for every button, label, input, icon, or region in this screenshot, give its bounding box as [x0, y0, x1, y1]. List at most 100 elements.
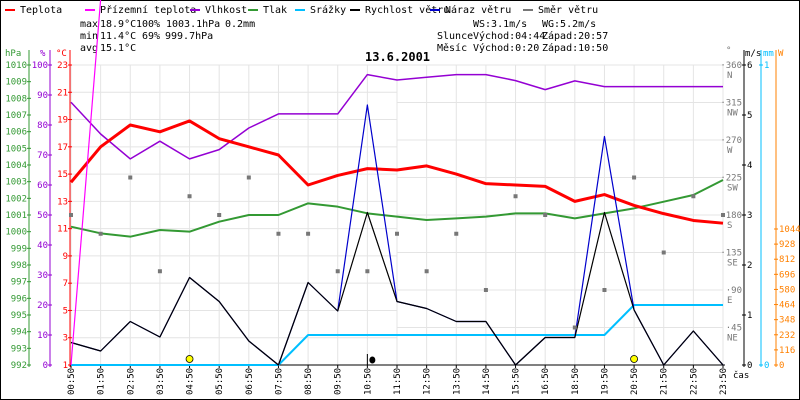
x-tick-label: 16:50 [541, 368, 551, 395]
x-tick-label: 23:50 [719, 368, 729, 395]
radiation-tick-label: 348 [779, 316, 795, 326]
compass-label: W [727, 146, 733, 156]
min-pressure: 999.7hPa [165, 31, 213, 42]
wind-direction-point [69, 213, 73, 217]
x-tick-label: 06:50 [245, 368, 255, 395]
sunset-icon [630, 355, 638, 363]
sunrise: Východ:04:44 [473, 30, 545, 42]
wind-speed-max: WS:3.1m/s [473, 19, 527, 30]
humidity-line [70, 73, 723, 160]
direction-axis-label: ° [726, 46, 731, 56]
wind-direction-point [306, 231, 311, 236]
moon-label: Měsíc [437, 42, 467, 54]
x-tick-label: 22:50 [689, 368, 699, 395]
wind-direction-point [454, 231, 459, 236]
wind-direction-point [128, 175, 133, 180]
x-tick-label: 00:50 [67, 368, 77, 395]
humidity-axis-label: % [40, 49, 46, 59]
temperature-tick-label: 5 [63, 306, 68, 316]
legend-label: Vlhkost [205, 5, 247, 16]
humidity-tick-label: 60 [37, 181, 48, 191]
compass-label: NE [727, 334, 738, 344]
wind-direction-point [187, 194, 192, 199]
pressure-tick-label: 997 [11, 278, 27, 288]
pressure-tick-label: 1002 [5, 194, 27, 204]
compass-label: SW [727, 184, 738, 194]
temperature-tick-label: 11 [57, 225, 68, 235]
temperature-tick-label: 15 [57, 170, 68, 180]
radiation-tick-label: 116 [779, 346, 795, 356]
radiation-tick-label: 928 [779, 240, 795, 250]
pressure-tick-label: 1001 [5, 211, 27, 221]
x-tick-label: 07:50 [274, 368, 284, 395]
legend-swatch [190, 9, 200, 11]
pressure-tick-label: 995 [11, 311, 27, 321]
pressure-tick-label: 994 [11, 328, 27, 338]
legend-label: Teplota [20, 5, 62, 16]
legend-swatch [523, 9, 533, 11]
radiation-tick-label: 1044 [779, 225, 800, 235]
radiation-tick-label: 696 [779, 270, 795, 280]
radiation-tick-label: 464 [779, 301, 795, 311]
radiation-tick-label: 0 [779, 361, 784, 371]
moonrise: Východ:0:20 [473, 42, 539, 54]
temperature-tick-label: 3 [63, 334, 68, 344]
wind-gust-max: WG:5.2m/s [542, 19, 596, 30]
humidity-tick-label: 80 [37, 121, 48, 131]
wind-direction-point [543, 213, 548, 217]
x-tick-label: 19:50 [600, 368, 610, 395]
temperature-tick-label: 21 [57, 88, 68, 98]
x-tick-label: 12:50 [423, 368, 433, 395]
min-temp: 11.4°C [100, 31, 136, 42]
humidity-tick-label: 10 [37, 331, 48, 341]
direction-tick-label: ·45 [726, 324, 742, 334]
legend-label: Rychlost větru [365, 4, 449, 16]
sunset: Západ:20:57 [542, 30, 608, 42]
legend-swatch [85, 9, 95, 11]
wind-direction-point [513, 194, 518, 199]
pressure-tick-label: 1005 [5, 144, 27, 154]
max-humidity: 100% [136, 19, 160, 30]
wind-tick-label: 1 [747, 311, 752, 321]
wind-direction-point [632, 175, 637, 180]
pressure-tick-label: 1007 [5, 111, 27, 121]
legend-label: Přízemní teplota [100, 4, 196, 16]
legend-swatch [350, 9, 360, 11]
direction-tick-label: ·90 [726, 286, 742, 296]
plot-area [69, 0, 725, 366]
temperature-axis-label: °C [56, 49, 67, 59]
temperature-tick-label: 19 [57, 116, 68, 126]
compass-label: S [727, 221, 732, 231]
x-tick-label: 11:50 [393, 368, 403, 395]
legend-label: Tlak [263, 5, 287, 16]
humidity-tick-label: 20 [37, 301, 48, 311]
x-tick-label: 03:50 [156, 368, 166, 395]
compass-label: N [727, 71, 732, 81]
axes: hPa9929939949959969979989991000100110021… [5, 46, 800, 395]
temperature-tick-label: 17 [57, 143, 68, 153]
radiation-axis-label: W [778, 49, 784, 59]
wind-tick-label: 3 [747, 211, 752, 221]
humidity-tick-label: 90 [37, 91, 48, 101]
wind-direction-point [721, 213, 725, 217]
wind-direction-point [365, 269, 370, 274]
max-rain: 0.2mm [225, 19, 255, 30]
compass-label: E [727, 296, 732, 306]
direction-tick-label: ·360 [720, 61, 742, 71]
sunrise-icon [185, 355, 194, 363]
direction-tick-label: ·270 [720, 136, 742, 146]
humidity-tick-label: 30 [37, 271, 48, 281]
wind-tick-label: 0 [747, 361, 752, 371]
temperature-tick-label: 23 [57, 61, 68, 71]
legend-swatch [248, 9, 258, 11]
radiation-tick-label: 812 [779, 255, 795, 265]
humidity-tick-label: 40 [37, 241, 48, 251]
pressure-axis-label: hPa [5, 49, 21, 59]
x-tick-label: 21:50 [660, 368, 670, 395]
wind-direction-point [395, 231, 399, 236]
max-pressure: 1003.1hPa [166, 19, 220, 30]
temperature-tick-label: 9 [63, 252, 68, 262]
x-tick-label: 15:50 [512, 368, 522, 395]
